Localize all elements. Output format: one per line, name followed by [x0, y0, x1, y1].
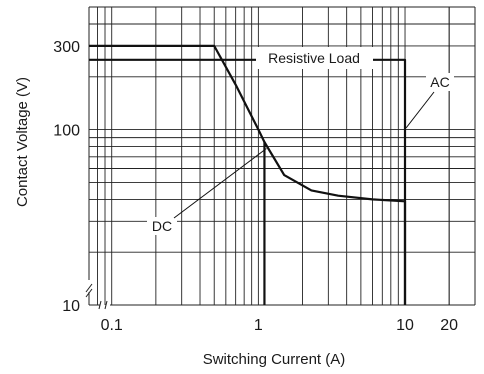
x-tick-label: 1 — [254, 317, 263, 334]
curves — [89, 44, 407, 305]
axis-break-y-1 — [85, 283, 93, 293]
ac-leader-line — [405, 91, 435, 129]
y-axis-label: Contact Voltage (V) — [14, 77, 31, 207]
dc-leader-line — [173, 148, 267, 219]
series-line-dc — [89, 44, 407, 305]
resistive-load-label-bg — [256, 47, 373, 69]
dc-label-bg — [147, 217, 177, 235]
x-tick-label: 10 — [396, 317, 414, 334]
annotations: Resistive Load AC DC — [147, 47, 454, 235]
resistive-load-label: Resistive Load — [268, 50, 360, 66]
axis-break-x-1 — [98, 300, 102, 310]
dc-label: DC — [152, 218, 172, 234]
y-tick-label: 10 — [62, 298, 80, 315]
x-tick-label: 0.1 — [101, 317, 123, 334]
y-tick-label: 300 — [53, 39, 80, 56]
tick-labels: 0.1 1 10 20 10 100 300 — [53, 39, 458, 334]
x-tick-label: 20 — [440, 317, 458, 334]
ac-label: AC — [430, 74, 449, 90]
axis-break-x-2 — [104, 300, 108, 310]
x-axis-label: Switching Current (A) — [203, 351, 346, 368]
ac-label-bg — [426, 73, 454, 91]
y-tick-label: 100 — [53, 123, 80, 140]
